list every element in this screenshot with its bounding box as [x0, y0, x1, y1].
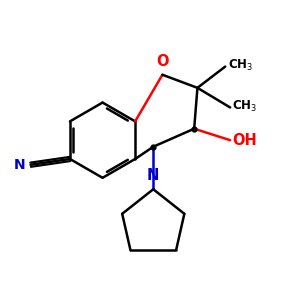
Text: CH$_3$: CH$_3$	[232, 99, 258, 114]
Text: O: O	[156, 54, 169, 69]
Text: N: N	[14, 158, 26, 172]
Text: CH$_3$: CH$_3$	[227, 58, 253, 74]
Text: N: N	[147, 168, 160, 183]
Text: OH: OH	[232, 133, 257, 148]
